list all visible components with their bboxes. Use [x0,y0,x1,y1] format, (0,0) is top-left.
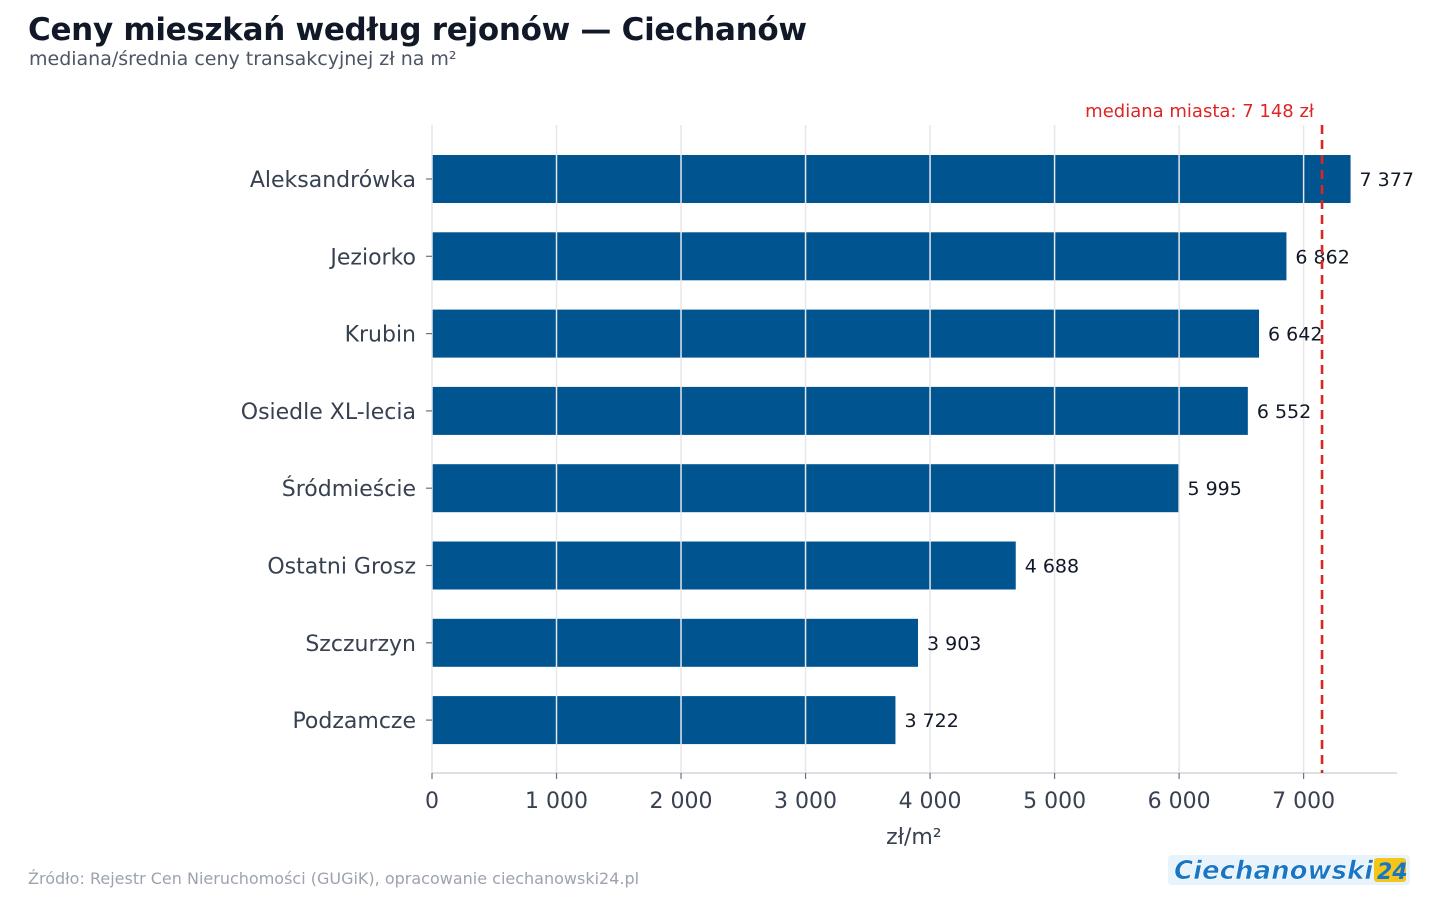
bar [432,232,1287,281]
bar [432,541,1016,590]
value-label: 3 722 [904,710,958,732]
category-label: Krubin [345,323,416,348]
bar [432,309,1260,358]
x-tick-label: 6 000 [1148,789,1211,814]
value-label: 6 552 [1257,401,1311,423]
chart-subtitle: mediana/średnia ceny transakcyjnej zł na… [29,48,457,70]
category-label: Ostatni Grosz [267,555,416,580]
value-label: 6 862 [1295,246,1349,268]
x-tick-label: 7 000 [1272,789,1335,814]
value-label: 7 377 [1360,169,1414,191]
chart-title: Ceny mieszkań według rejonów — Ciechanów [28,12,807,48]
category-label: Aleksandrówka [250,168,416,193]
bar [432,155,1351,203]
median-label: mediana miasta: 7 148 zł [1085,101,1315,122]
bar [432,696,896,745]
category-label: Śródmieście [282,476,416,502]
x-tick-label: 2 000 [650,789,713,814]
bar [432,386,1248,435]
value-label: 4 688 [1025,556,1079,578]
bar [432,618,918,667]
x-tick-label: 0 [425,789,439,814]
x-tick-label: 3 000 [774,789,837,814]
svg-text:24: 24 [1377,860,1408,885]
svg-text:Ciechanowski: Ciechanowski [1174,856,1374,886]
category-label: Szczurzyn [305,632,416,657]
source-note: Źródło: Rejestr Cen Nieruchomości (GUGiK… [28,869,640,888]
value-label: 6 642 [1268,324,1322,346]
category-label: Jeziorko [328,245,416,270]
category-label: Osiedle XL-lecia [241,400,416,425]
value-label: 5 995 [1187,478,1241,500]
x-axis-label: zł/m² [886,825,941,850]
category-label: Podzamcze [292,709,416,734]
value-label: 3 903 [927,633,981,655]
brand-logo: Ciechanowski 24 [1168,855,1410,886]
x-tick-label: 5 000 [1023,789,1086,814]
x-tick-label: 1 000 [525,789,588,814]
x-tick-label: 4 000 [899,789,962,814]
